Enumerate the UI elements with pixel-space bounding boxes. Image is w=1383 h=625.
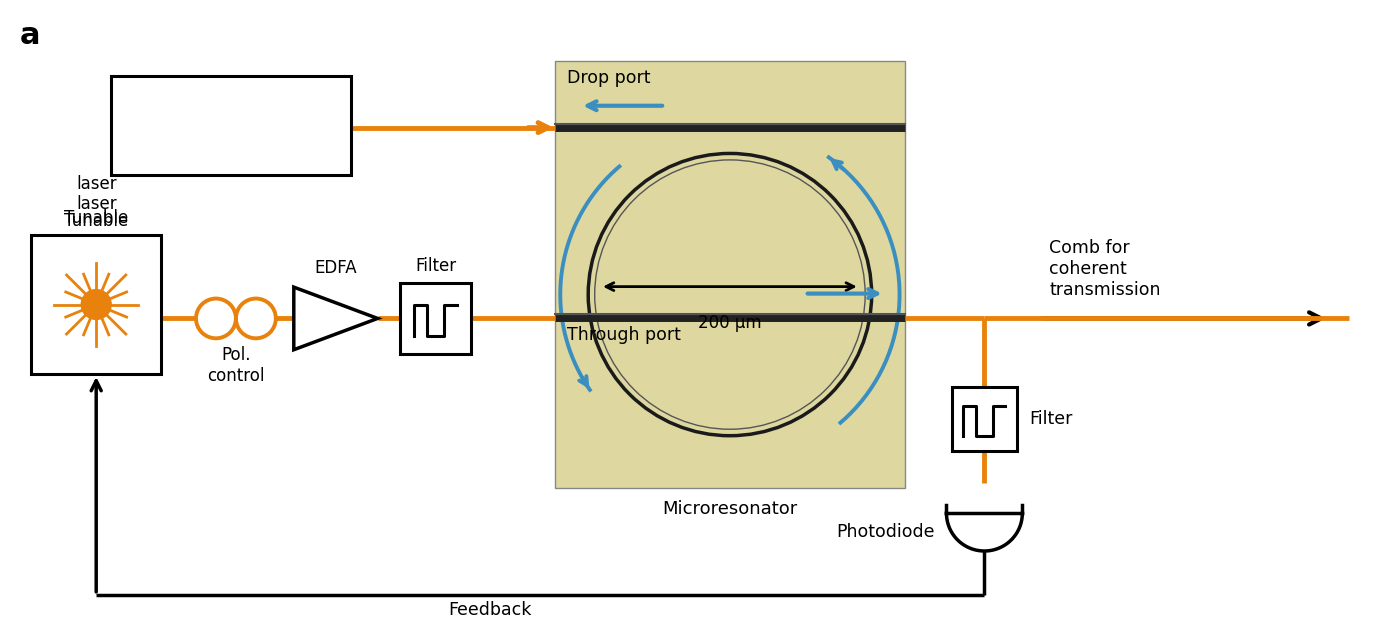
Bar xyxy=(32,235,160,374)
Text: laser: laser xyxy=(76,175,116,193)
Text: Feedback: Feedback xyxy=(448,601,532,619)
Text: Time-domain: Time-domain xyxy=(167,112,295,129)
Text: laser: laser xyxy=(76,195,116,213)
Text: measurement: measurement xyxy=(163,139,299,156)
Text: Filter: Filter xyxy=(415,257,456,275)
Text: a: a xyxy=(19,21,40,50)
Bar xyxy=(952,386,1017,451)
Bar xyxy=(400,282,472,354)
Text: Comb for
coherent
transmission: Comb for coherent transmission xyxy=(1050,239,1160,299)
Text: 200 μm: 200 μm xyxy=(698,314,762,332)
Text: Through port: Through port xyxy=(567,326,680,344)
Text: Pol.
control: Pol. control xyxy=(207,346,264,385)
Bar xyxy=(111,76,351,176)
Text: Tunable: Tunable xyxy=(64,212,129,230)
Text: Microresonator: Microresonator xyxy=(662,500,798,518)
Bar xyxy=(555,61,904,488)
Circle shape xyxy=(82,289,111,319)
Text: EDFA: EDFA xyxy=(314,259,357,277)
Text: Tunable: Tunable xyxy=(64,209,129,227)
Text: Photodiode: Photodiode xyxy=(835,523,935,541)
Text: Drop port: Drop port xyxy=(567,69,651,87)
Text: Filter: Filter xyxy=(1029,410,1072,428)
